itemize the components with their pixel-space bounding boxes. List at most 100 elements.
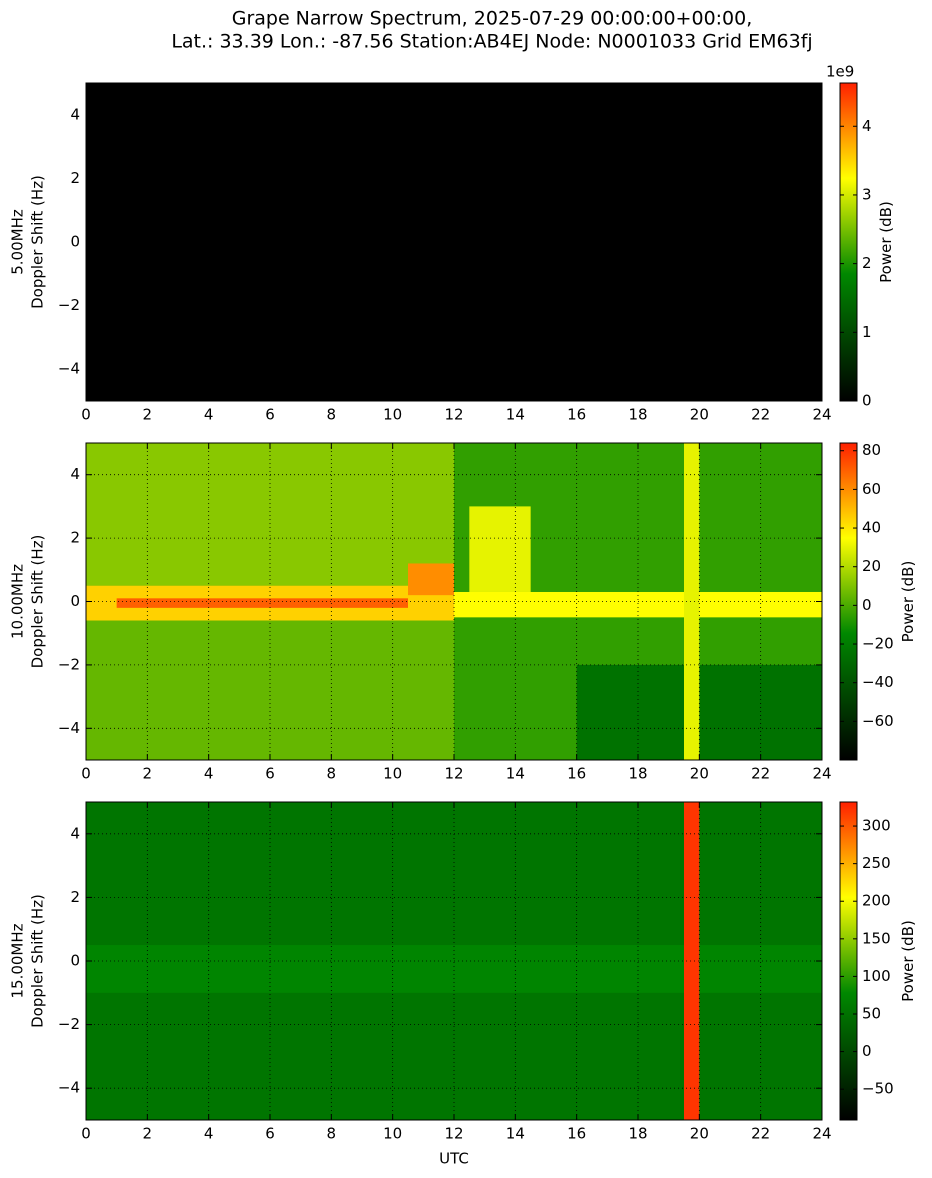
y-tick-label: 2 [70, 169, 80, 187]
colorbar-tick-label: 0 [862, 596, 872, 614]
colorbar [839, 801, 858, 1121]
colorbar-tick-label: 40 [862, 519, 881, 537]
colorbar-tick-label: 2 [862, 254, 872, 272]
y-tick-label: −4 [58, 360, 80, 378]
y-tick-label: 4 [70, 824, 80, 842]
x-tick-label: 8 [327, 406, 337, 424]
x-tick-label: 10 [383, 1125, 402, 1143]
x-tick-label: 18 [628, 1125, 647, 1143]
colorbar-tick-label: 60 [862, 480, 881, 498]
colorbar-offset: 1e9 [826, 63, 854, 81]
x-tick-label: 4 [204, 765, 214, 783]
colorbar-label: Power (dB) [877, 201, 895, 283]
colorbar-tick-label: 0 [862, 392, 872, 410]
heat-cell [86, 945, 822, 993]
y-tick-label: 2 [70, 888, 80, 906]
colorbar-tick-label: 200 [862, 892, 891, 910]
x-tick-label: 20 [690, 765, 709, 783]
y-tick-label: 0 [70, 592, 80, 610]
colorbar-tick-label: 0 [862, 1042, 872, 1060]
plot-frame [85, 442, 823, 761]
colorbar-tick-label: 4 [862, 117, 872, 135]
y-tick-label: 4 [70, 105, 80, 123]
heat-cell [454, 591, 822, 618]
x-tick-label: 16 [567, 1125, 586, 1143]
x-tick-label: 16 [567, 765, 586, 783]
colorbar-tick-label: 1 [862, 323, 872, 341]
x-tick-label: 4 [204, 1125, 214, 1143]
colorbar-tick-label: 50 [862, 1005, 881, 1023]
y-tick-label: −4 [58, 719, 80, 737]
y-tick-label: 0 [70, 952, 80, 970]
colorbar-tick-label: 250 [862, 854, 891, 872]
x-tick-label: 12 [444, 765, 463, 783]
x-tick-label: 16 [567, 406, 586, 424]
x-tick-label: 22 [751, 765, 770, 783]
x-tick-label: 6 [265, 1125, 275, 1143]
heat-cell [684, 443, 700, 760]
heat-cell [86, 443, 454, 586]
colorbar-tick-label: −20 [862, 635, 894, 653]
heat-cell [469, 506, 531, 592]
colorbar-tick-label: −40 [862, 673, 894, 691]
x-tick-label: 24 [812, 1125, 831, 1143]
y-axis-label: Doppler Shift (Hz) [29, 535, 47, 669]
title-line: Grape Narrow Spectrum, 2025-07-29 00:00:… [232, 8, 753, 30]
colorbar [839, 442, 858, 761]
y-tick-label: 2 [70, 529, 80, 547]
x-tick-label: 14 [506, 765, 525, 783]
colorbar-label: Power (dB) [899, 920, 917, 1002]
x-tick-label: 24 [812, 765, 831, 783]
colorbar-tick-label: 80 [862, 441, 881, 459]
x-tick-label: 14 [506, 1125, 525, 1143]
x-tick-label: 2 [143, 406, 153, 424]
x-tick-label: 0 [81, 1125, 91, 1143]
x-tick-label: 2 [143, 1125, 153, 1143]
y-tick-label: −2 [58, 655, 80, 673]
heat-cell [116, 598, 409, 608]
y-tick-label: −2 [58, 296, 80, 314]
x-tick-label: 18 [628, 406, 647, 424]
x-tick-label: 10 [383, 765, 402, 783]
x-tick-label: 0 [81, 406, 91, 424]
x-tick-label: 20 [690, 406, 709, 424]
x-tick-label: 12 [444, 406, 463, 424]
colorbar-tick-label: −60 [862, 712, 894, 730]
y-tick-label: −2 [58, 1015, 80, 1033]
x-tick-label: 2 [143, 765, 153, 783]
colorbar-label: Power (dB) [899, 561, 917, 643]
x-tick-label: 6 [265, 765, 275, 783]
x-tick-label: 14 [506, 406, 525, 424]
y-tick-label: 4 [70, 465, 80, 483]
x-tick-label: 0 [81, 765, 91, 783]
y-axis-label: 15.00MHz [9, 923, 27, 998]
x-tick-label: 20 [690, 1125, 709, 1143]
y-tick-label: 0 [70, 233, 80, 251]
colorbar-tick-label: 3 [862, 185, 872, 203]
x-tick-label: 22 [751, 406, 770, 424]
x-tick-label: 22 [751, 1125, 770, 1143]
x-tick-label: 6 [265, 406, 275, 424]
x-tick-label: 18 [628, 765, 647, 783]
heat-cell [576, 664, 822, 760]
colorbar-tick-label: −50 [862, 1080, 894, 1098]
x-tick-label: 24 [812, 406, 831, 424]
colorbar-tick-label: 150 [862, 929, 891, 947]
x-tick-label: 8 [327, 765, 337, 783]
y-tick-label: −4 [58, 1079, 80, 1097]
colorbar-tick-label: 100 [862, 967, 891, 985]
title-line: Lat.: 33.39 Lon.: -87.56 Station:AB4EJ N… [171, 31, 812, 53]
colorbar-tick-label: 300 [862, 817, 891, 835]
y-axis-label: Doppler Shift (Hz) [29, 894, 47, 1028]
x-tick-label: 10 [383, 406, 402, 424]
x-tick-label: 12 [444, 1125, 463, 1143]
x-axis-label: UTC [439, 1150, 469, 1168]
x-tick-label: 4 [204, 406, 214, 424]
colorbar [839, 82, 858, 402]
heat-cell [684, 802, 700, 1120]
colorbar-tick-label: 20 [862, 557, 881, 575]
y-axis-label: 5.00MHz [9, 209, 27, 275]
plot-frame [85, 801, 823, 1121]
x-tick-label: 8 [327, 1125, 337, 1143]
